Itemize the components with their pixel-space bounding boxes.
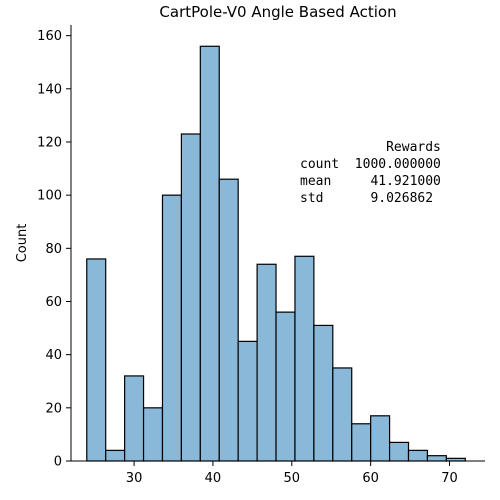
- y-tick-label: 160: [37, 29, 62, 44]
- stats-line-2: mean 41.921000: [300, 174, 441, 189]
- chart-title: CartPole-V0 Angle Based Action: [159, 3, 396, 21]
- histogram-bar-1: [105, 449, 126, 462]
- histogram-bar-18: [426, 455, 447, 462]
- y-tick-label: 60: [45, 295, 62, 310]
- y-tick-label: 140: [37, 82, 62, 97]
- y-tick-label: 0: [54, 455, 62, 470]
- y-tick-label: 100: [37, 189, 62, 204]
- x-tick-label: 60: [362, 471, 379, 486]
- histogram-bar-7: [218, 178, 239, 462]
- histogram-bar-15: [370, 415, 391, 462]
- histogram-bar-17: [407, 449, 429, 462]
- x-tick-label: 40: [205, 471, 222, 486]
- histogram-bar-4: [161, 194, 183, 462]
- histogram-bar-2: [124, 375, 145, 462]
- histogram-bar-8: [237, 340, 258, 462]
- histogram-bar-3: [142, 407, 164, 462]
- axes-group: 30 40 50 60 70 0 20 40 60 80 100 120 140 160: [37, 25, 485, 486]
- histogram-bar-10: [275, 311, 296, 462]
- histogram-bar-12: [313, 324, 334, 462]
- stats-line-1: count 1000.000000: [300, 157, 441, 172]
- y-tick-label: 20: [45, 401, 62, 416]
- y-tick-label: 40: [45, 348, 62, 363]
- y-tick-label: 120: [37, 135, 62, 150]
- stats-line-3: std 9.026862: [300, 191, 433, 206]
- stats-annotation: Rewards count 1000.000000 mean 41.921000 st…: [300, 140, 441, 206]
- histogram-bar-9: [256, 263, 277, 462]
- histogram-bar-14: [351, 423, 372, 462]
- stats-line-0: Rewards: [300, 140, 441, 155]
- bars-group: [86, 45, 466, 462]
- histogram-bar-5: [180, 133, 201, 462]
- y-axis-label: Count: [15, 224, 30, 263]
- histogram-bar-6: [199, 45, 220, 462]
- x-tick-label: 30: [126, 471, 143, 486]
- histogram-bar-13: [332, 367, 353, 462]
- x-tick-label: 50: [284, 471, 301, 486]
- histogram-bar-16: [388, 441, 410, 462]
- histogram-bar-11: [294, 255, 315, 462]
- y-tick-label: 80: [45, 242, 62, 257]
- x-tick-label: 70: [441, 471, 458, 486]
- histogram-bar-0: [86, 258, 107, 462]
